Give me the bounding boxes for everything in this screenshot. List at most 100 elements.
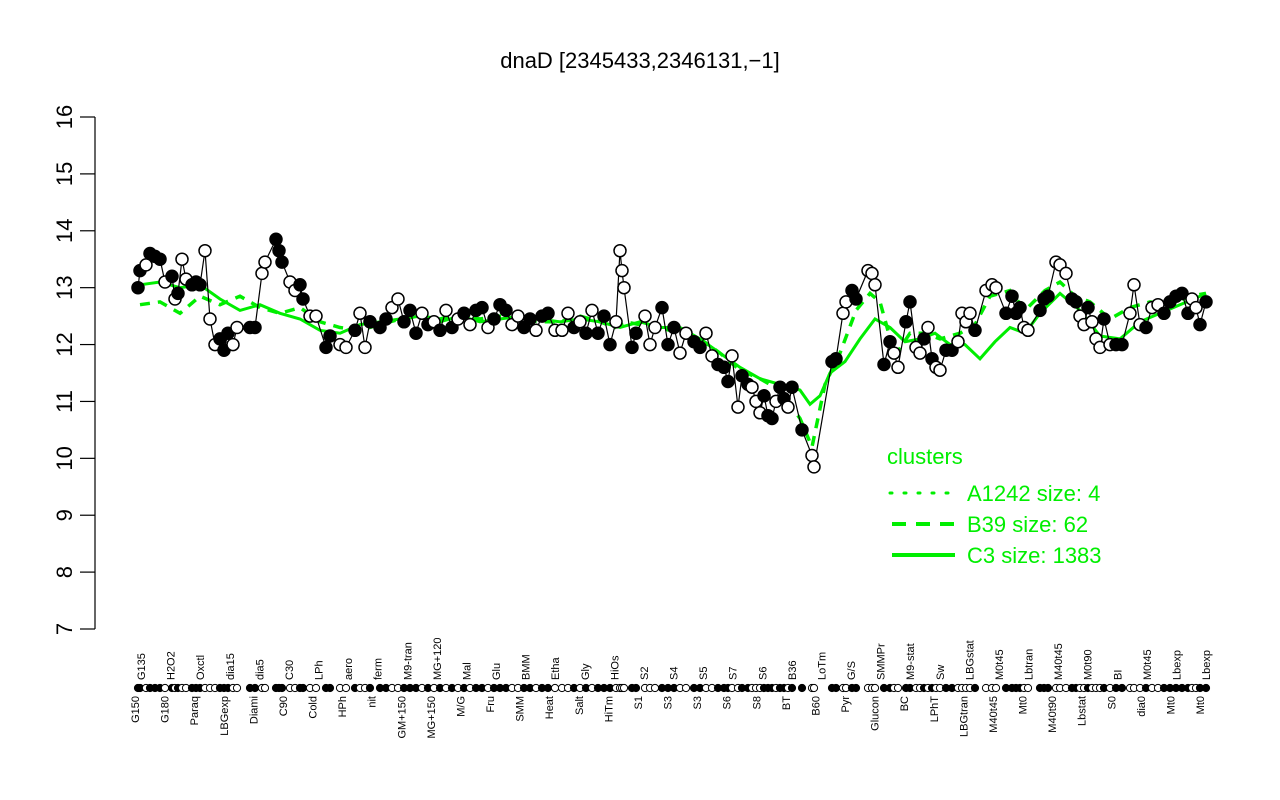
x-tick-label-top: Sw	[935, 665, 947, 680]
x-tick-label-bottom: dia0	[1136, 696, 1148, 717]
data-point	[397, 315, 411, 329]
data-point	[615, 263, 629, 278]
data-point	[591, 326, 605, 340]
data-point	[499, 303, 513, 318]
legend-entry-a1242: A1242 size: 4	[967, 481, 1100, 506]
x-tick-label-bottom: LBGexp	[219, 696, 231, 736]
data-point	[989, 280, 1003, 295]
data-point	[1013, 300, 1027, 315]
data-point	[487, 312, 501, 326]
data-point	[1097, 312, 1111, 326]
data-point	[255, 266, 269, 281]
data-point	[913, 346, 927, 360]
x-tick-label-bottom: MG+150	[426, 696, 438, 739]
data-point	[1041, 289, 1055, 303]
x-tick-label-bottom: C90	[278, 696, 290, 716]
x-tick-label-bottom: Mt0	[1165, 696, 1177, 714]
y-tick-label: 9	[52, 509, 77, 521]
data-point	[269, 232, 283, 247]
data-point	[1115, 337, 1129, 352]
condition-marker	[631, 683, 641, 693]
data-point	[1123, 306, 1137, 321]
x-tick-label-top: Lbexp	[1201, 650, 1213, 680]
data-point	[309, 309, 323, 323]
data-point	[1021, 323, 1035, 338]
condition-marker	[650, 683, 660, 693]
data-point	[523, 312, 537, 326]
x-tick-label-top: aero	[343, 658, 355, 680]
data-point	[951, 334, 965, 349]
data-point	[638, 309, 652, 323]
data-point	[933, 363, 947, 377]
y-tick-label: 8	[52, 566, 77, 578]
data-point	[433, 323, 447, 338]
data-point	[968, 323, 982, 338]
cluster-lines	[139, 279, 1207, 453]
data-point	[339, 340, 353, 355]
data-point	[781, 400, 795, 414]
data-point	[272, 243, 286, 258]
x-tick-label-bottom: S3	[663, 696, 675, 709]
data-point	[699, 326, 713, 340]
data-point	[379, 312, 393, 326]
data-point	[597, 309, 611, 323]
x-tick-label-bottom: nit	[367, 696, 379, 708]
x-tick-label-bottom: S8	[751, 696, 763, 709]
data-point	[1175, 286, 1189, 301]
x-tick-label-bottom: Pyr	[840, 696, 852, 713]
x-tick-label-top: M9-tran	[402, 642, 414, 680]
data-point	[731, 400, 745, 414]
data-point	[807, 460, 821, 474]
data-point	[679, 326, 693, 340]
x-tick-label-top: G135	[136, 653, 148, 680]
data-point	[353, 306, 367, 321]
data-point	[293, 278, 307, 292]
x-tick-label-bottom: Mt0	[1195, 696, 1207, 714]
x-tick-label-top: S2	[639, 667, 651, 680]
data-point	[1005, 289, 1019, 303]
x-tick-label-bottom: Cold	[308, 696, 320, 719]
data-point	[171, 286, 185, 301]
x-tick-label-top: S6	[757, 667, 769, 680]
data-point	[457, 306, 471, 321]
x-tick-label-top: M9-stat	[905, 643, 917, 680]
x-tick-label-bottom: Heat	[544, 696, 556, 719]
cluster-b39-line	[139, 279, 1207, 453]
data-point	[1157, 306, 1171, 321]
condition-marker	[787, 683, 797, 693]
data-point	[258, 255, 272, 269]
x-tick-label-top: Etha	[550, 656, 562, 680]
data-point	[409, 326, 423, 340]
y-tick-label: 7	[52, 623, 77, 635]
x-tick-label-top: HiOs	[609, 655, 621, 680]
data-point	[226, 337, 240, 352]
data-point	[131, 280, 145, 295]
condition-marker	[619, 683, 629, 693]
condition-marker	[1043, 683, 1053, 693]
x-tick-label-bottom: G180	[160, 696, 172, 723]
data-point	[165, 269, 179, 284]
data-point	[1199, 295, 1213, 309]
data-point	[785, 380, 799, 394]
condition-marker	[232, 683, 242, 693]
data-point	[248, 320, 262, 335]
condition-marker	[870, 683, 880, 693]
data-point	[198, 243, 212, 258]
y-tick-label: 12	[52, 332, 77, 356]
condition-marker	[277, 683, 287, 693]
data-point	[773, 380, 787, 394]
condition-marker	[160, 683, 170, 693]
data-point	[541, 306, 555, 321]
x-tick-label-bottom: S1	[633, 696, 645, 709]
x-tick-label-top: H2O2	[166, 651, 178, 680]
data-point	[1085, 315, 1099, 329]
data-point	[891, 360, 905, 375]
data-point	[613, 243, 627, 258]
data-point	[1059, 266, 1073, 281]
data-point	[963, 306, 977, 321]
data-point	[603, 337, 617, 352]
data-point	[1081, 300, 1095, 315]
data-point	[805, 448, 819, 463]
x-tick-label-bottom: M/G	[455, 696, 467, 717]
